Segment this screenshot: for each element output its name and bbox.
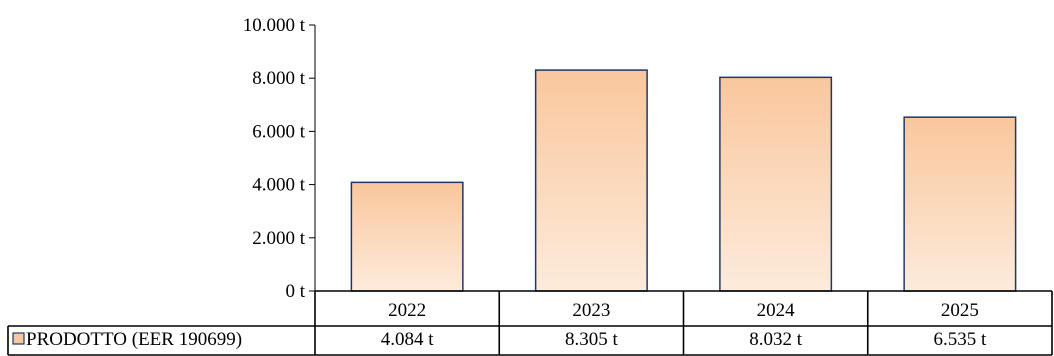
y-tick-label: 0 t xyxy=(285,281,305,302)
category-label: 2025 xyxy=(941,300,979,321)
y-tick-label: 2.000 t xyxy=(252,228,306,249)
data-label: 8.032 t xyxy=(749,329,803,350)
category-label: 2023 xyxy=(572,300,610,321)
data-label: 8.305 t xyxy=(565,329,619,350)
bar-2023 xyxy=(534,69,648,292)
data-label: 6.535 t xyxy=(933,329,987,350)
data-table: 2022 4.084 t 2023 8.305 t 2024 8.032 t 2025 6.5… xyxy=(7,290,1053,356)
y-tick-label: 10.000 t xyxy=(243,15,306,36)
data-label: 4.084 t xyxy=(381,329,435,350)
bar-2022 xyxy=(350,181,464,292)
bar-2025 xyxy=(903,116,1017,292)
bars xyxy=(350,69,1017,292)
category-label: 2024 xyxy=(757,300,796,321)
y-axis: 0 t 2.000 t 4.000 t 6.000 t 8.000 t 10.000 t xyxy=(243,15,316,302)
bar-2024 xyxy=(719,76,833,292)
series-name: PRODOTTO (EER 190699) xyxy=(26,329,242,350)
y-tick-label: 8.000 t xyxy=(252,68,306,89)
y-tick-label: 4.000 t xyxy=(252,175,306,196)
y-tick-label: 6.000 t xyxy=(252,121,306,142)
category-label: 2022 xyxy=(388,300,426,321)
legend-key xyxy=(12,332,25,345)
